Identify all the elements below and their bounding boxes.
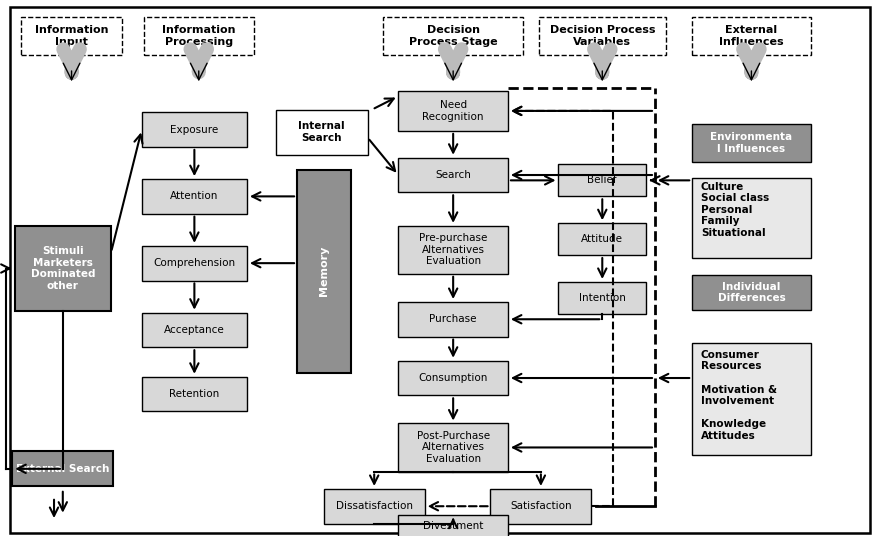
FancyBboxPatch shape bbox=[15, 226, 111, 311]
FancyBboxPatch shape bbox=[142, 112, 247, 147]
FancyBboxPatch shape bbox=[142, 313, 247, 347]
Text: Dissatisfaction: Dissatisfaction bbox=[335, 501, 413, 511]
FancyBboxPatch shape bbox=[144, 17, 253, 55]
Text: Search: Search bbox=[436, 170, 471, 180]
Text: Decision
Process Stage: Decision Process Stage bbox=[409, 25, 497, 47]
FancyBboxPatch shape bbox=[693, 17, 810, 55]
FancyBboxPatch shape bbox=[559, 223, 646, 255]
Text: Internal
Search: Internal Search bbox=[298, 121, 345, 143]
FancyBboxPatch shape bbox=[21, 17, 122, 55]
Text: Information
Input: Information Input bbox=[35, 25, 108, 47]
FancyBboxPatch shape bbox=[399, 423, 508, 471]
FancyBboxPatch shape bbox=[142, 376, 247, 411]
FancyBboxPatch shape bbox=[142, 179, 247, 214]
Text: Attitude: Attitude bbox=[582, 234, 623, 244]
FancyBboxPatch shape bbox=[399, 361, 508, 395]
Text: Consumer
Resources

Motivation &
Involvement

Knowledge
Attitudes: Consumer Resources Motivation & Involvem… bbox=[701, 350, 777, 441]
FancyBboxPatch shape bbox=[399, 158, 508, 192]
FancyBboxPatch shape bbox=[399, 91, 508, 131]
FancyBboxPatch shape bbox=[399, 515, 508, 537]
FancyBboxPatch shape bbox=[693, 343, 810, 455]
FancyBboxPatch shape bbox=[142, 246, 247, 280]
Text: Satisfaction: Satisfaction bbox=[510, 501, 572, 511]
Text: Belief: Belief bbox=[588, 176, 617, 185]
Text: Divestment: Divestment bbox=[423, 521, 483, 531]
FancyBboxPatch shape bbox=[559, 164, 646, 197]
Text: Attention: Attention bbox=[170, 191, 218, 201]
Text: External
Influences: External Influences bbox=[719, 25, 784, 47]
Text: Retention: Retention bbox=[169, 389, 219, 399]
FancyBboxPatch shape bbox=[324, 489, 425, 524]
Text: Exposure: Exposure bbox=[170, 125, 218, 135]
Text: Purchase: Purchase bbox=[429, 314, 477, 324]
Text: Decision Process
Variables: Decision Process Variables bbox=[549, 25, 655, 47]
FancyBboxPatch shape bbox=[539, 17, 666, 55]
Text: Need
Recognition: Need Recognition bbox=[422, 100, 484, 122]
FancyBboxPatch shape bbox=[399, 226, 508, 274]
FancyBboxPatch shape bbox=[693, 124, 810, 162]
Text: Environmenta
l Influences: Environmenta l Influences bbox=[710, 132, 793, 154]
Text: Acceptance: Acceptance bbox=[164, 325, 224, 335]
Text: Individual
Differences: Individual Differences bbox=[717, 282, 785, 303]
FancyBboxPatch shape bbox=[383, 17, 524, 55]
Text: Comprehension: Comprehension bbox=[153, 258, 236, 268]
FancyBboxPatch shape bbox=[11, 7, 869, 533]
Text: Culture
Social class
Personal
Family
Situational: Culture Social class Personal Family Sit… bbox=[701, 182, 769, 238]
FancyBboxPatch shape bbox=[693, 275, 810, 310]
FancyBboxPatch shape bbox=[297, 170, 351, 373]
Text: Post-Purchase
Alternatives
Evaluation: Post-Purchase Alternatives Evaluation bbox=[416, 431, 490, 464]
Text: Intention: Intention bbox=[579, 293, 626, 303]
Text: External Search: External Search bbox=[16, 464, 109, 474]
FancyBboxPatch shape bbox=[559, 282, 646, 314]
Text: Pre-purchase
Alternatives
Evaluation: Pre-purchase Alternatives Evaluation bbox=[419, 233, 488, 266]
Text: Stimuli
Marketers
Dominated
other: Stimuli Marketers Dominated other bbox=[31, 246, 95, 291]
Text: Consumption: Consumption bbox=[419, 373, 488, 383]
Text: Information
Processing: Information Processing bbox=[162, 25, 236, 47]
FancyBboxPatch shape bbox=[693, 178, 810, 258]
FancyBboxPatch shape bbox=[490, 489, 591, 524]
FancyBboxPatch shape bbox=[275, 110, 368, 155]
FancyBboxPatch shape bbox=[12, 452, 114, 486]
Text: Memory: Memory bbox=[319, 246, 329, 296]
FancyBboxPatch shape bbox=[399, 302, 508, 337]
